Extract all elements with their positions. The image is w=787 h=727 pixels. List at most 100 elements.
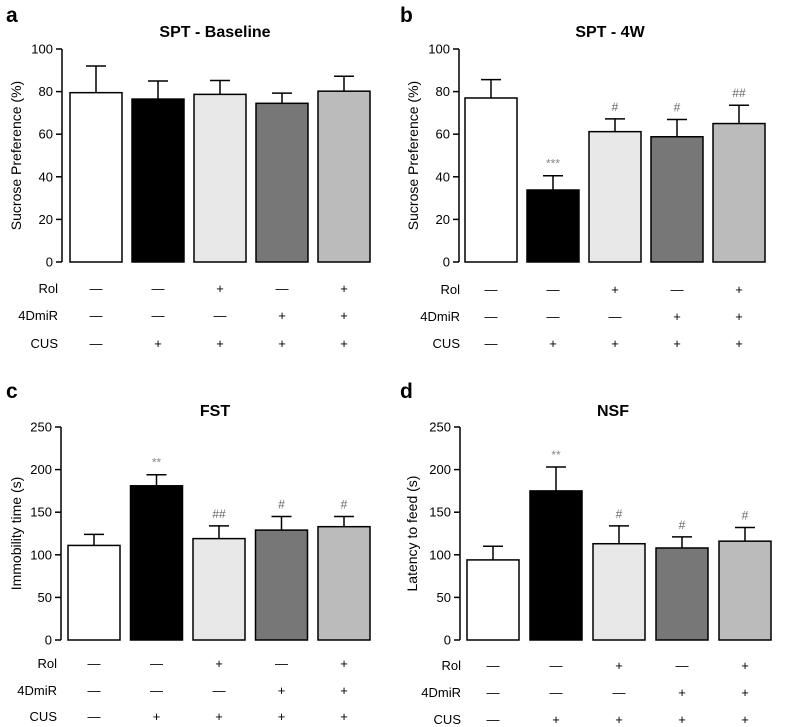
plus-sign: + xyxy=(278,709,286,724)
significance-marker: # xyxy=(679,518,686,532)
plus-sign: + xyxy=(340,336,348,351)
minus-sign: — xyxy=(547,282,560,297)
plus-sign: + xyxy=(678,712,686,727)
y-axis-label: Immobility time (s) xyxy=(8,477,24,591)
y-tick-label: 60 xyxy=(39,127,53,142)
y-tick-label: 100 xyxy=(429,547,451,562)
plus-sign: + xyxy=(278,336,286,351)
bar-1 xyxy=(466,559,520,641)
y-tick-label: 20 xyxy=(39,212,53,227)
bar-4 xyxy=(655,547,709,641)
bar-2 xyxy=(131,98,185,263)
minus-sign: — xyxy=(150,683,163,698)
y-tick-label: 100 xyxy=(31,42,53,57)
plus-sign: + xyxy=(216,281,224,296)
minus-sign: — xyxy=(275,656,288,671)
plus-sign: + xyxy=(278,308,286,323)
minus-sign: — xyxy=(485,282,498,297)
plus-sign: + xyxy=(552,712,560,727)
y-tick-label: 0 xyxy=(444,633,451,648)
panel-letter: a xyxy=(6,4,18,27)
bar-1 xyxy=(464,97,518,263)
condition-label-cus: CUS xyxy=(433,336,461,351)
y-tick-label: 40 xyxy=(39,169,53,184)
significance-marker: # xyxy=(674,101,681,115)
y-tick-label: 40 xyxy=(436,169,450,184)
chart-title: SPT - 4W xyxy=(575,24,645,41)
plus-sign: + xyxy=(735,336,743,351)
significance-marker: ** xyxy=(551,448,561,462)
condition-label-cus: CUS xyxy=(434,712,462,727)
significance-marker: ** xyxy=(152,456,162,470)
minus-sign: — xyxy=(547,309,560,324)
plus-sign: + xyxy=(340,709,348,724)
bar-1 xyxy=(69,91,123,263)
minus-sign: — xyxy=(276,281,289,296)
y-tick-label: 0 xyxy=(46,255,53,270)
plus-sign: + xyxy=(549,336,557,351)
condition-label-4dmir: 4DmiR xyxy=(420,309,460,324)
significance-marker: # xyxy=(742,509,749,523)
y-axis-label: Sucrose Preference (%) xyxy=(8,81,24,230)
minus-sign: — xyxy=(676,658,689,673)
bar-3 xyxy=(192,537,246,641)
y-tick-label: 80 xyxy=(39,84,53,99)
significance-marker: ## xyxy=(732,86,746,100)
minus-sign: — xyxy=(550,658,563,673)
plus-sign: + xyxy=(678,685,686,700)
plus-sign: + xyxy=(153,709,161,724)
panel-letter: d xyxy=(400,380,413,403)
plus-sign: + xyxy=(216,336,224,351)
y-tick-label: 80 xyxy=(436,84,450,99)
condition-label-rol: Rol xyxy=(37,656,57,671)
y-tick-label: 60 xyxy=(436,127,450,142)
plus-sign: + xyxy=(735,309,743,324)
plus-sign: + xyxy=(611,336,619,351)
minus-sign: — xyxy=(90,308,103,323)
y-tick-label: 150 xyxy=(429,505,451,520)
y-tick-label: 150 xyxy=(30,505,52,520)
y-tick-label: 20 xyxy=(436,212,450,227)
condition-label-4dmir: 4DmiR xyxy=(18,308,58,323)
significance-marker: # xyxy=(616,507,623,521)
bar-2 xyxy=(129,485,184,641)
condition-label-4dmir: 4DmiR xyxy=(17,683,57,698)
bar-2 xyxy=(529,490,583,641)
plus-sign: + xyxy=(741,712,749,727)
plus-sign: + xyxy=(215,709,223,724)
minus-sign: — xyxy=(88,709,101,724)
panel-letter: c xyxy=(6,380,18,403)
minus-sign: — xyxy=(213,683,226,698)
y-tick-label: 200 xyxy=(429,462,451,477)
minus-sign: — xyxy=(487,685,500,700)
panel-b: b SPT - 4W Sucrose Preference (%) 0 20 40 60 80… xyxy=(400,4,766,351)
condition-label-4dmir: 4DmiR xyxy=(421,685,461,700)
plus-sign: + xyxy=(615,658,623,673)
condition-label-rol: Rol xyxy=(441,658,461,673)
minus-sign: — xyxy=(214,308,227,323)
condition-label-cus: CUS xyxy=(31,336,59,351)
condition-label-rol: Rol xyxy=(38,281,58,296)
minus-sign: — xyxy=(609,309,622,324)
y-axis-label: Sucrose Preference (%) xyxy=(405,81,421,230)
y-tick-label: 200 xyxy=(30,462,52,477)
significance-marker: ## xyxy=(212,507,226,521)
panel-d: d NSF Latency to feed (s) 0 50 100 150 200 250 **… xyxy=(400,380,772,727)
y-axis-label: Latency to feed (s) xyxy=(404,476,420,592)
plus-sign: + xyxy=(741,658,749,673)
chart-title: FST xyxy=(200,403,230,420)
y-tick-label: 0 xyxy=(443,255,450,270)
minus-sign: — xyxy=(88,656,101,671)
minus-sign: — xyxy=(152,308,165,323)
plus-sign: + xyxy=(611,282,619,297)
plus-sign: + xyxy=(154,336,162,351)
bar-5 xyxy=(718,540,772,641)
minus-sign: — xyxy=(613,685,626,700)
bar-5 xyxy=(712,122,766,263)
minus-sign: — xyxy=(90,336,103,351)
minus-sign: — xyxy=(485,336,498,351)
bar-2 xyxy=(526,189,580,263)
y-tick-label: 250 xyxy=(30,420,52,435)
bar-3 xyxy=(592,542,646,641)
